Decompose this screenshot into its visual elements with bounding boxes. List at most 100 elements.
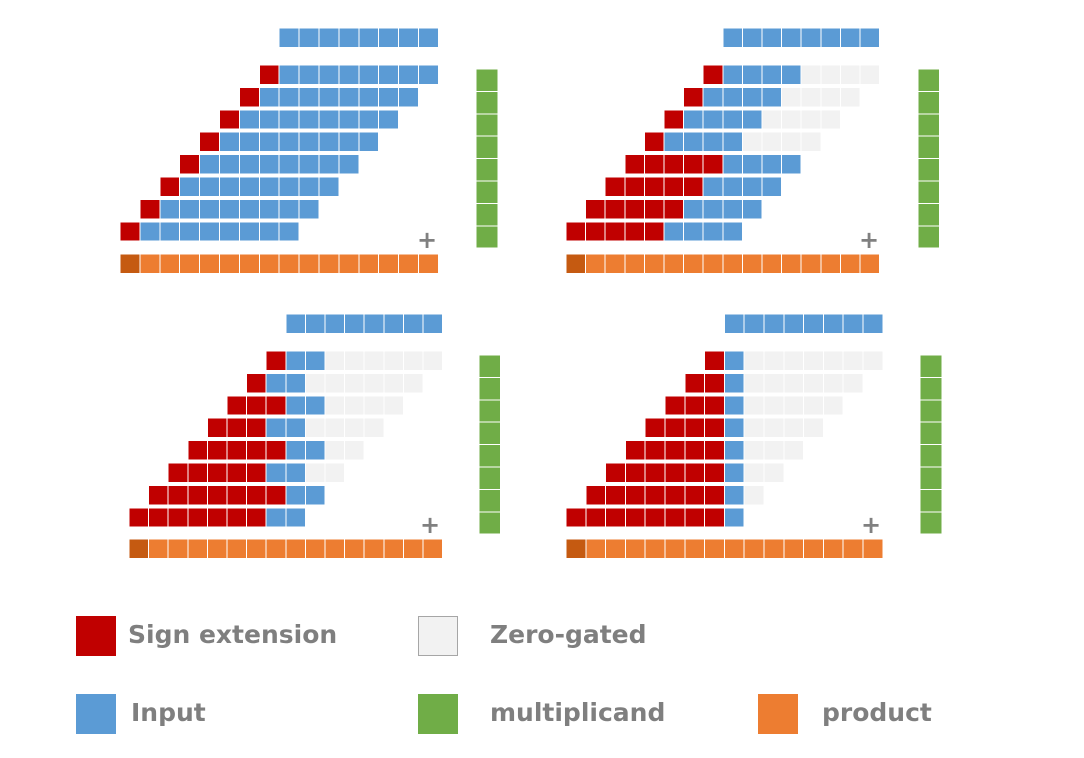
input-bit: [318, 109, 340, 130]
product-bit: [859, 253, 881, 274]
input-bit: [298, 86, 320, 108]
zero-gated-bit: [363, 372, 385, 394]
sign-extension-bit: [664, 417, 686, 439]
sign-extension-bit: [265, 440, 287, 461]
input-bit: [663, 221, 685, 242]
zero-gated-bit: [783, 372, 805, 394]
multiplicand-bit: [478, 488, 502, 513]
sign-extension-bit: [226, 440, 248, 461]
sign-extension-bit: [139, 198, 161, 220]
sign-extension-bit: [206, 462, 228, 483]
sign-extension-bit: [585, 221, 606, 242]
zero-gated-bit: [800, 86, 822, 108]
sign-extension-bit: [702, 64, 724, 85]
multiplicand-bit: [475, 158, 499, 182]
product-bit: [783, 538, 805, 559]
sign-extension-bit: [206, 440, 228, 461]
input-bit: [722, 176, 743, 197]
sign-extension-bit: [704, 484, 725, 506]
product-bit: [800, 253, 822, 274]
input-bit: [702, 198, 724, 220]
multiplicand-bit: [917, 68, 941, 92]
product-bit: [741, 253, 763, 274]
sign-extension-bit: [226, 484, 248, 506]
input-bit: [702, 131, 724, 153]
sign-extension-bit: [246, 507, 267, 528]
product-bit: [820, 253, 841, 274]
legend-multiplicand: multiplicand: [418, 694, 698, 738]
sign-extension-bit: [664, 440, 686, 461]
input-bit: [398, 64, 420, 85]
sign-extension-bit: [179, 154, 201, 175]
operand-input-bit: [741, 27, 763, 48]
input-bit: [265, 417, 287, 439]
input-bit: [238, 176, 260, 197]
product-bit: [723, 538, 745, 559]
input-bit: [723, 417, 745, 439]
product-bit: [722, 253, 743, 274]
panel-1: +: [119, 27, 499, 274]
product-bit: [199, 253, 221, 274]
product-bit: [304, 538, 326, 559]
sign-extension-bit: [565, 221, 587, 242]
operand-input-bit: [743, 313, 765, 334]
input-bit: [278, 176, 300, 197]
input-bit: [258, 176, 280, 197]
operand-input-bit: [783, 313, 805, 334]
sign-extension-bit: [624, 484, 646, 506]
input-bit: [781, 154, 802, 175]
zero-gated-bit: [402, 372, 424, 394]
input-bit: [258, 109, 280, 130]
product-bit: [226, 538, 248, 559]
sign-extension-bit: [187, 484, 208, 506]
sign-extension-bit: [246, 440, 267, 461]
sign-extension-bit: [643, 154, 665, 175]
multiplicand-bit: [919, 466, 943, 490]
multiplicand-bit: [917, 158, 941, 182]
product-bit: [402, 538, 424, 559]
input-bit: [761, 176, 783, 197]
product-bit: [383, 538, 404, 559]
sign-extension-bit: [704, 417, 725, 439]
product-bit: [159, 253, 181, 274]
operand-input-bit: [285, 313, 306, 334]
multiplicand-bit: [475, 113, 499, 137]
product-bit: [565, 538, 587, 559]
zero-gated-bit: [363, 350, 385, 371]
product-bit: [324, 538, 346, 559]
input-bit: [358, 109, 380, 130]
zero-gated-bit: [304, 417, 326, 439]
sign-extension-bit: [246, 484, 267, 506]
zero-gated-bit: [800, 131, 822, 153]
zero-gated-bit: [324, 440, 346, 461]
operand-input-bit: [402, 313, 424, 334]
sign-extension-bit: [604, 198, 626, 220]
zero-gated-bit: [822, 372, 844, 394]
multiplicand-bit: [478, 354, 502, 378]
sign-extension-bit: [187, 440, 208, 461]
sign-extension-bit: [663, 198, 685, 220]
sign-extension-bit: [704, 440, 725, 461]
product-bit: [684, 538, 706, 559]
zero-gated-bit: [783, 395, 805, 416]
product-bit: [278, 253, 300, 274]
zero-gated-bit: [763, 440, 785, 461]
input-bit: [179, 198, 201, 220]
sign-extension-bit: [187, 507, 208, 528]
sign-extension-bit: [226, 507, 248, 528]
product-bit: [763, 538, 785, 559]
input-bit: [258, 154, 280, 175]
product-bit: [862, 538, 884, 559]
operand-input-bit: [763, 313, 785, 334]
sign-extension-bit: [246, 395, 267, 416]
input-bit: [265, 462, 287, 483]
multiplicand-bit: [475, 90, 499, 115]
zero-gated-bit: [344, 440, 365, 461]
multiplicand-bit: [478, 421, 502, 446]
operand-input-bit: [363, 313, 385, 334]
zero-gated-bit: [822, 395, 844, 416]
zero-gated-bit: [781, 109, 802, 130]
product-bit: [683, 253, 704, 274]
sign-extension-bit: [226, 462, 248, 483]
sign-extension-bit: [644, 507, 666, 528]
